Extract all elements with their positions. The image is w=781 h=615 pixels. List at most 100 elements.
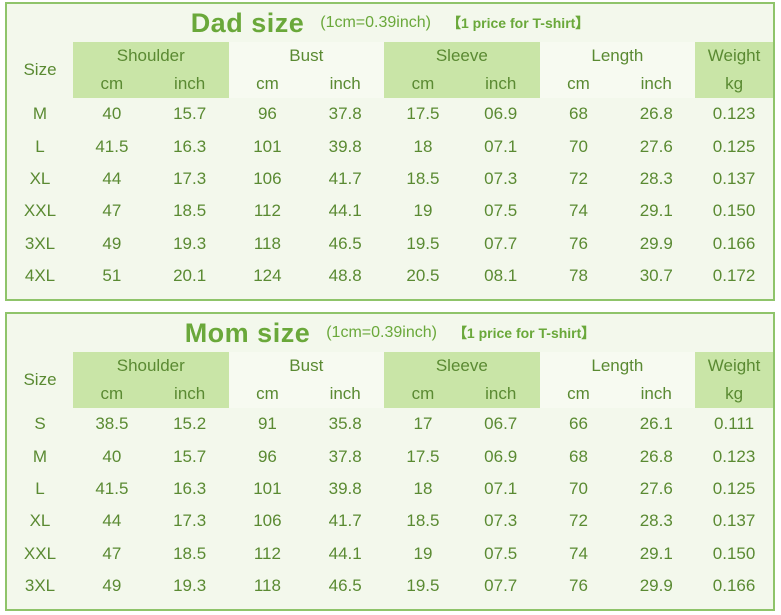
size-cell: XXL bbox=[23, 201, 57, 221]
mom-sleeve-header: Sleeve bbox=[384, 352, 540, 380]
value-cell: 17.3 bbox=[173, 511, 207, 531]
value-cell: 101 bbox=[253, 478, 282, 498]
mom-bust-header: Bust bbox=[228, 352, 385, 380]
value-cell: 40 bbox=[102, 446, 122, 466]
mom-bust-inch: inch bbox=[306, 380, 385, 408]
value-cell: 19.3 bbox=[173, 576, 207, 596]
mom-sleeve-inch: inch bbox=[461, 380, 540, 408]
value-cell: 124 bbox=[253, 266, 282, 286]
value-cell: 112 bbox=[253, 543, 281, 563]
value-cell: 15.2 bbox=[173, 414, 207, 434]
value-cell: 17 bbox=[413, 414, 433, 434]
dad-length-header: Length bbox=[539, 42, 696, 70]
value-cell: 74 bbox=[569, 201, 588, 221]
value-cell: 26.8 bbox=[639, 104, 673, 124]
value-cell: 37.8 bbox=[328, 104, 362, 124]
value-cell: 07.7 bbox=[484, 233, 518, 253]
value-cell: 16.3 bbox=[173, 136, 207, 156]
value-cell: 06.9 bbox=[484, 104, 518, 124]
value-cell: 28.3 bbox=[639, 511, 673, 531]
value-cell: 41.5 bbox=[95, 478, 129, 498]
value-cell: 08.1 bbox=[484, 266, 518, 286]
value-cell: 07.5 bbox=[484, 543, 518, 563]
value-cell: 41.7 bbox=[328, 168, 362, 188]
value-cell: 07.1 bbox=[484, 136, 518, 156]
value-cell: 72 bbox=[569, 168, 588, 188]
value-cell: 68 bbox=[569, 104, 588, 124]
dad-conversion-note: (1cm=0.39inch) bbox=[320, 14, 431, 31]
value-cell: 19.5 bbox=[406, 233, 440, 253]
value-cell: 18.5 bbox=[173, 201, 207, 221]
value-cell: 0.150 bbox=[712, 543, 756, 563]
dad-size-table: Size Shoulder Bust Sleeve Length Weight … bbox=[7, 42, 773, 292]
size-cell: L bbox=[35, 136, 45, 156]
value-cell: 18.5 bbox=[406, 168, 440, 188]
size-cell: S bbox=[34, 414, 46, 434]
value-cell: 47 bbox=[102, 201, 122, 221]
value-cell: 20.1 bbox=[173, 266, 207, 286]
value-cell: 40 bbox=[102, 104, 122, 124]
value-cell: 44 bbox=[102, 168, 122, 188]
value-cell: 46.5 bbox=[328, 576, 362, 596]
value-cell: 18 bbox=[413, 136, 433, 156]
size-cell: 3XL bbox=[24, 576, 56, 596]
table-row: 3XL 49 19.3 118 46.5 19.5 07.7 76 29.9 0.166 bbox=[7, 570, 773, 602]
value-cell: 0.137 bbox=[712, 511, 756, 531]
value-cell: 18.5 bbox=[406, 511, 440, 531]
dad-title: Dad size bbox=[190, 7, 305, 38]
value-cell: 38.5 bbox=[95, 414, 129, 434]
value-cell: 26.8 bbox=[639, 446, 673, 466]
table-row: XL 44 17.3 106 41.7 18.5 07.3 72 28.3 0.137 bbox=[7, 163, 773, 195]
table-row: XXL 47 18.5 112 44.1 19 07.5 74 29.1 0.150 bbox=[7, 195, 773, 227]
size-cell: M bbox=[32, 446, 48, 466]
dad-weight-kg: kg bbox=[695, 70, 773, 98]
size-cell: XL bbox=[29, 511, 51, 531]
value-cell: 0.137 bbox=[712, 168, 756, 188]
table-row: XL 44 17.3 106 41.7 18.5 07.3 72 28.3 0.137 bbox=[7, 505, 773, 537]
value-cell: 0.123 bbox=[712, 104, 756, 124]
dad-title-bar: Dad size (1cm=0.39inch) 【1 price for T-s… bbox=[7, 4, 773, 42]
dad-sleeve-header: Sleeve bbox=[384, 42, 540, 70]
value-cell: 16.3 bbox=[173, 478, 207, 498]
value-cell: 20.5 bbox=[406, 266, 440, 286]
value-cell: 44.1 bbox=[328, 543, 362, 563]
mom-shoulder-cm: cm bbox=[73, 380, 151, 408]
mom-bust-cm: cm bbox=[228, 380, 307, 408]
value-cell: 70 bbox=[569, 136, 588, 156]
value-cell: 17.3 bbox=[173, 168, 207, 188]
mom-price-note: 【1 price for T-shirt】 bbox=[452, 325, 596, 341]
mom-length-cm: cm bbox=[539, 380, 618, 408]
value-cell: 44.1 bbox=[328, 201, 362, 221]
value-cell: 30.7 bbox=[639, 266, 673, 286]
size-cell: 3XL bbox=[24, 233, 56, 253]
value-cell: 44 bbox=[102, 511, 122, 531]
value-cell: 07.3 bbox=[484, 168, 518, 188]
value-cell: 29.9 bbox=[639, 576, 673, 596]
mom-unit-row: cm inch cm inch cm inch cm inch kg bbox=[7, 380, 773, 408]
value-cell: 51 bbox=[102, 266, 122, 286]
value-cell: 49 bbox=[102, 233, 122, 253]
value-cell: 91 bbox=[257, 414, 277, 434]
value-cell: 70 bbox=[569, 478, 588, 498]
value-cell: 29.1 bbox=[639, 201, 673, 221]
mom-title: Mom size bbox=[184, 317, 311, 348]
mom-weight-kg: kg bbox=[695, 380, 773, 408]
dad-sleeve-cm: cm bbox=[384, 70, 462, 98]
size-cell: XL bbox=[29, 168, 51, 188]
dad-bust-cm: cm bbox=[228, 70, 307, 98]
dad-length-cm: cm bbox=[539, 70, 618, 98]
dad-table-body: Size Shoulder Bust Sleeve Length Weight … bbox=[7, 42, 773, 292]
value-cell: 07.1 bbox=[484, 478, 518, 498]
value-cell: 15.7 bbox=[173, 446, 207, 466]
dad-shoulder-header: Shoulder bbox=[73, 42, 229, 70]
dad-bust-header: Bust bbox=[228, 42, 385, 70]
value-cell: 112 bbox=[253, 201, 281, 221]
value-cell: 28.3 bbox=[639, 168, 673, 188]
mom-size-panel: Mom size (1cm=0.39inch) 【1 price for T-s… bbox=[5, 312, 775, 611]
value-cell: 19.5 bbox=[406, 576, 440, 596]
value-cell: 07.7 bbox=[484, 576, 518, 596]
value-cell: 118 bbox=[253, 233, 281, 253]
value-cell: 66 bbox=[569, 414, 588, 434]
dad-bust-inch: inch bbox=[306, 70, 385, 98]
mom-shoulder-inch: inch bbox=[150, 380, 229, 408]
